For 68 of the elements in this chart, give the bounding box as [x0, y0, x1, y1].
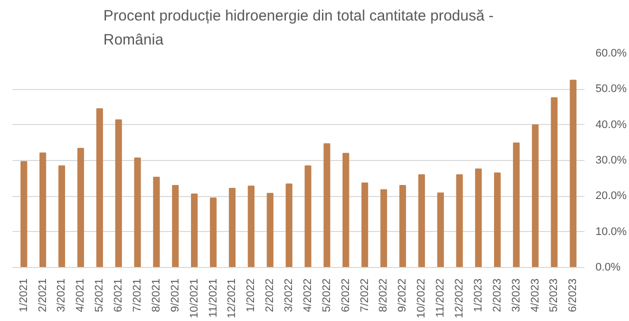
bar — [134, 158, 141, 268]
bar — [342, 152, 350, 268]
bar — [96, 108, 103, 268]
bar — [456, 174, 463, 268]
y-tick-label: 20.0% — [596, 190, 627, 202]
x-tick-label: 10/2022 — [416, 278, 428, 318]
y-tick-label: 10.0% — [596, 226, 627, 238]
x-tick-label: 9/2021 — [169, 278, 182, 312]
y-tick-label: 0.0% — [596, 262, 621, 274]
x-tick-label: 3/2022 — [283, 278, 296, 312]
x-tick-label: 5/2021 — [94, 278, 106, 312]
x-tick-label: 6/2021 — [112, 278, 125, 312]
bar — [39, 152, 46, 268]
x-tick-label: 4/2023 — [529, 278, 542, 312]
bar — [115, 119, 122, 268]
bar — [286, 184, 292, 268]
bar — [172, 184, 179, 268]
x-tick-label: 1/2022 — [245, 278, 258, 312]
bar — [532, 124, 539, 268]
bar — [153, 176, 160, 268]
x-tick-label: 2/2023 — [491, 278, 504, 312]
bar — [248, 186, 254, 268]
x-tick-label: 8/2021 — [150, 278, 162, 312]
bar — [361, 182, 368, 268]
y-tick-label: 50.0% — [596, 83, 627, 96]
y-tick-label: 40.0% — [596, 118, 627, 131]
bar — [437, 192, 444, 268]
x-tick-label: 1/2023 — [472, 278, 484, 312]
bar — [210, 197, 217, 268]
bar — [512, 142, 520, 268]
x-tick-label: 4/2022 — [302, 278, 314, 312]
x-tick-label: 6/2022 — [340, 278, 352, 312]
x-tick-label: 12/2022 — [453, 278, 466, 318]
bar — [418, 174, 425, 268]
bar — [324, 143, 330, 268]
x-tick-label: 2/2021 — [36, 278, 49, 312]
bar — [550, 97, 558, 268]
bar — [475, 168, 482, 268]
x-tick-label: 5/2022 — [320, 278, 333, 312]
bar — [570, 80, 576, 268]
bar — [58, 165, 66, 268]
x-tick-label: 11/2022 — [434, 278, 447, 318]
bar — [399, 184, 406, 268]
x-tick-label: 8/2022 — [378, 278, 390, 312]
x-tick-label: 10/2021 — [188, 278, 200, 318]
x-tick-label: 3/2021 — [56, 278, 68, 312]
x-tick-label: 2/2022 — [264, 278, 276, 312]
bar — [494, 172, 501, 268]
bar — [304, 165, 312, 268]
bar — [77, 148, 84, 268]
x-tick-label: 3/2023 — [510, 278, 522, 312]
bar — [190, 194, 198, 268]
x-tick-label: 6/2023 — [567, 278, 580, 312]
x-tick-label: 7/2021 — [132, 278, 144, 312]
bar — [380, 189, 388, 268]
x-tick-label: 11/2021 — [207, 278, 220, 318]
x-tick-label: 1/2021 — [18, 278, 30, 312]
chart-title: Procent producție hidroenergie din total cantitate produsă - România — [103, 8, 494, 48]
x-tick-label: 7/2022 — [358, 278, 371, 312]
bar — [20, 161, 28, 268]
x-tick-label: 9/2022 — [396, 278, 409, 312]
y-tick-label: 30.0% — [596, 154, 627, 166]
bar — [266, 192, 274, 268]
x-tick-label: 12/2021 — [226, 278, 238, 318]
x-tick-label: 5/2023 — [548, 278, 560, 312]
y-tick-label: 60.0% — [596, 48, 627, 60]
bar — [228, 188, 236, 268]
x-tick-label: 4/2021 — [74, 278, 87, 312]
